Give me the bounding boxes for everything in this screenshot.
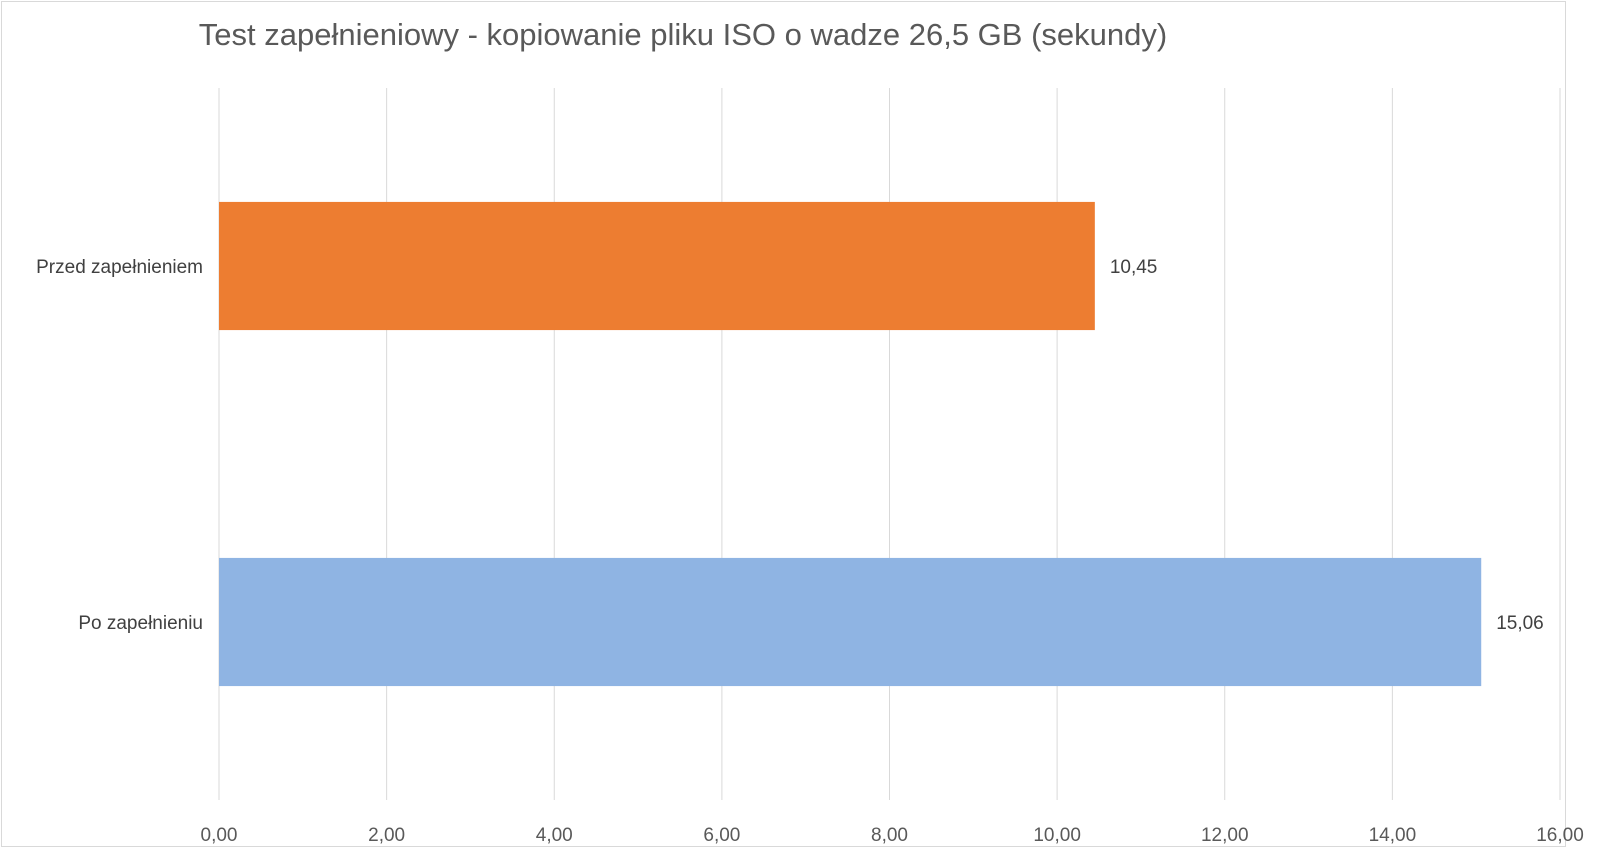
category-label: Przed zapełnieniem (36, 257, 203, 278)
x-tick-label: 2,00 (368, 825, 405, 846)
x-tick-label: 10,00 (1033, 825, 1081, 846)
data-label: 10,45 (1110, 257, 1158, 278)
x-tick-label: 4,00 (536, 825, 573, 846)
category-label: Po zapełnieniu (78, 613, 203, 634)
bars (219, 201, 1482, 687)
labels: 0,00 2,00 4,00 6,00 8,00 10,00 12,00 14,00 16,00… (36, 257, 1584, 846)
chart-title: Test zapełnieniowy - kopiowanie pliku IS… (199, 17, 1167, 52)
gridlines (218, 88, 1561, 800)
x-tick-label: 6,00 (703, 825, 740, 846)
x-tick-label: 16,00 (1536, 825, 1584, 846)
x-tick-label: 14,00 (1369, 825, 1417, 846)
data-label: 15,06 (1496, 613, 1544, 634)
x-tick-label: 12,00 (1201, 825, 1249, 846)
bar (219, 201, 1095, 331)
bar (219, 557, 1482, 687)
x-tick-label: 8,00 (871, 825, 908, 846)
chart-frame (1, 1, 1566, 847)
x-tick-label: 0,00 (201, 825, 238, 846)
